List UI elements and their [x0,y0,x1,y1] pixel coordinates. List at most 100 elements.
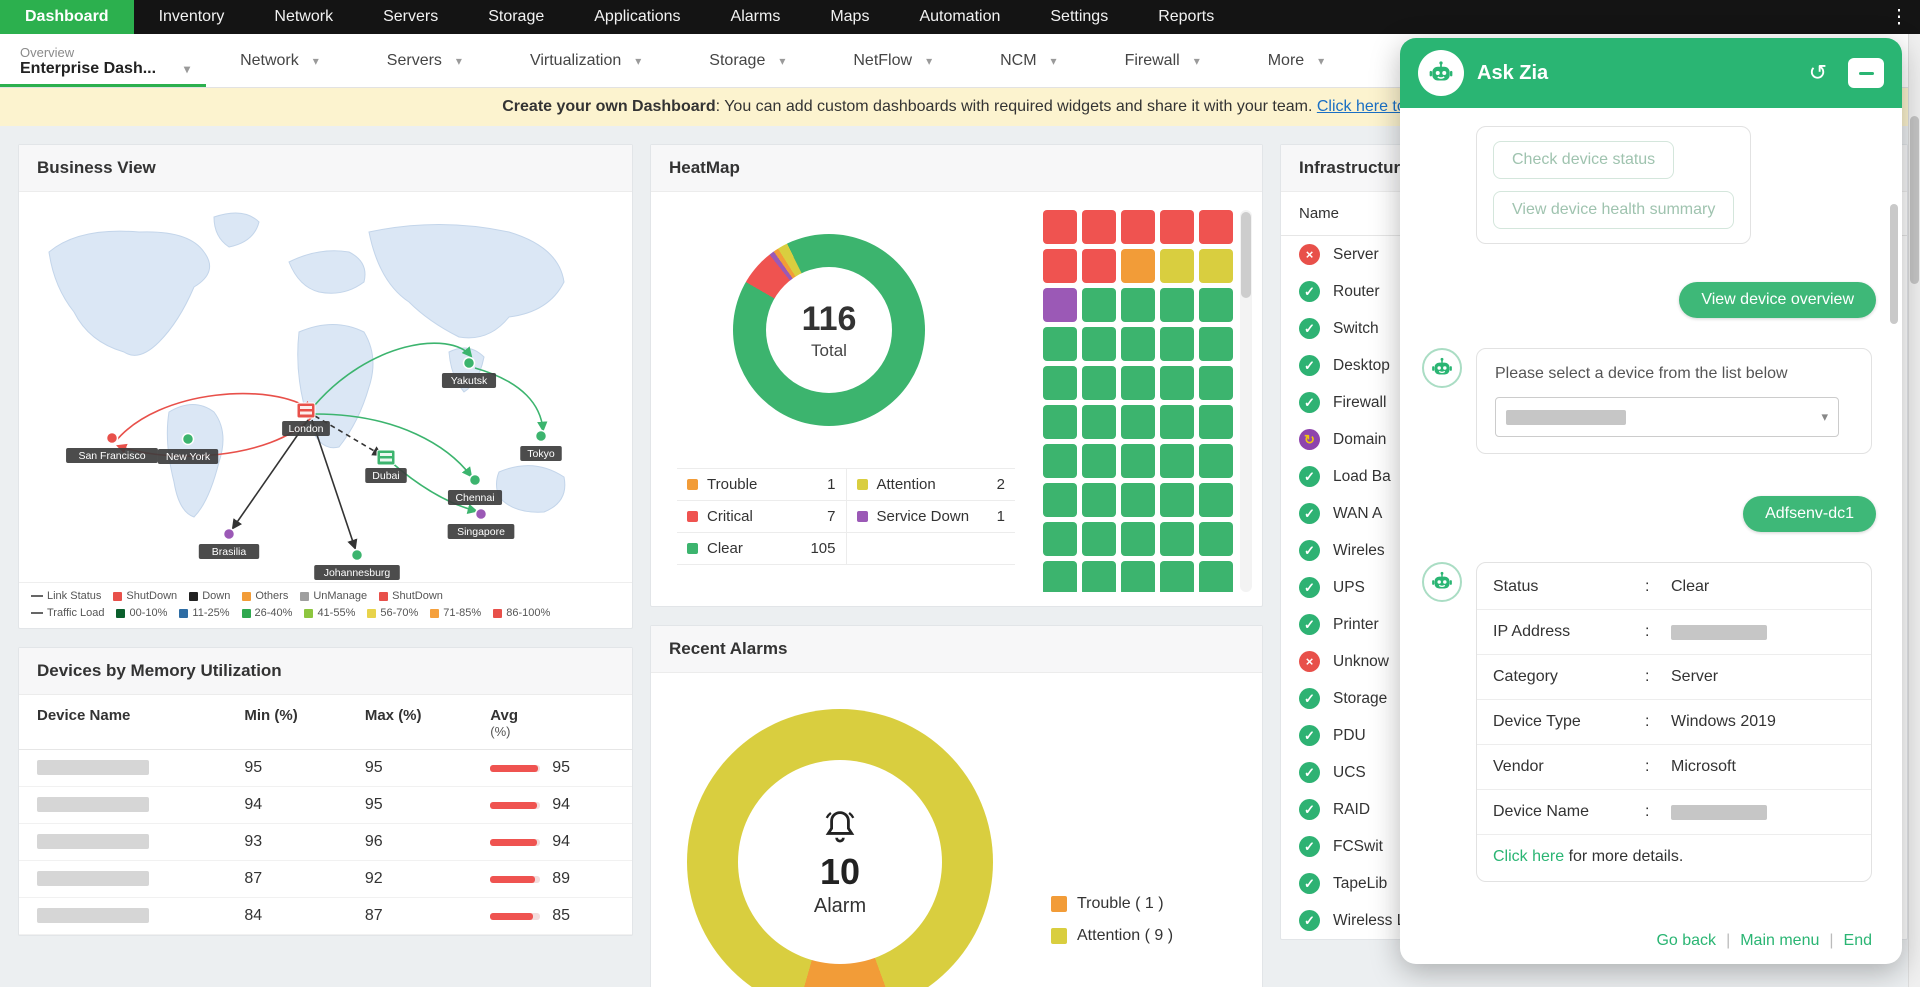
nav-item-dashboard[interactable]: Dashboard [0,0,134,34]
recent-alarms-donut-chart[interactable]: 10 Alarm [687,709,993,987]
map-node-brasilia[interactable]: Brasilia [198,527,260,560]
tab-firewall[interactable]: Firewall ▾ [1124,51,1200,69]
tab-storage[interactable]: Storage ▾ [709,51,786,69]
zia-suggestion-view-device-health-summary[interactable]: View device health summary [1493,191,1735,229]
heatmap-cell-clear[interactable] [1082,405,1116,439]
nav-item-network[interactable]: Network [274,8,334,25]
heatmap-cell-clear[interactable] [1082,288,1116,322]
heatmap-cell-critical[interactable] [1082,210,1116,244]
business-view-map[interactable]: San Francisco New York London Yakutsk Tokyo D… [19,192,630,582]
heatmap-cell-critical[interactable] [1121,210,1155,244]
infra-row-ucs[interactable]: ✓ UCS [1281,754,1907,791]
chevron-down-icon[interactable]: ▾ [184,62,191,76]
memory-row[interactable]: 94 95 94 [19,786,632,824]
heatmap-cell-clear[interactable] [1121,444,1155,478]
tab-enterprise-dashboard[interactable]: Overview Enterprise Dash... ▾ [0,34,207,87]
map-node-dubai[interactable]: Dubai [365,449,407,483]
heatmap-cell-clear[interactable] [1160,561,1194,592]
memory-row[interactable]: 84 87 85 [19,897,632,935]
nav-item-settings[interactable]: Settings [1050,8,1109,25]
map-node-singapore[interactable]: Singapore [447,507,515,540]
nav-item-storage[interactable]: Storage [488,8,545,25]
heatmap-cell-critical[interactable] [1043,249,1077,283]
infra-row-wireles[interactable]: ✓ Wireles [1281,532,1907,569]
minimize-button[interactable] [1848,58,1884,88]
zia-link-go-back[interactable]: Go back [1656,932,1717,949]
heatmap-cell-clear[interactable] [1160,405,1194,439]
heatmap-cell-clear[interactable] [1199,522,1233,556]
heatmap-cell-clear[interactable] [1160,522,1194,556]
map-node-chennai[interactable]: Chennai [447,473,503,506]
heatmap-cell-clear[interactable] [1121,327,1155,361]
heatmap-cell-clear[interactable] [1082,522,1116,556]
infra-row-load-ba[interactable]: ✓ Load Ba [1281,458,1907,495]
heatmap-cell-clear[interactable] [1160,366,1194,400]
heatmap-cell-clear[interactable] [1160,327,1194,361]
heatmap-cell-trouble[interactable] [1121,249,1155,283]
heatmap-cell-clear[interactable] [1043,405,1077,439]
heatmap-cell-clear[interactable] [1043,522,1077,556]
memory-row[interactable]: 93 96 94 [19,823,632,861]
more-details-link[interactable]: Click here [1493,848,1565,865]
heatmap-cell-critical[interactable] [1160,210,1194,244]
heatmap-cell-clear[interactable] [1043,483,1077,517]
heatmap-cell-clear[interactable] [1121,405,1155,439]
heatmap-cell-clear[interactable] [1082,483,1116,517]
nav-item-maps[interactable]: Maps [830,8,870,25]
infra-row-wan-a[interactable]: ✓ WAN A [1281,495,1907,532]
tab-servers[interactable]: Servers ▾ [386,51,462,69]
nav-item-alarms[interactable]: Alarms [730,8,781,25]
infra-row-desktop[interactable]: ✓ Desktop [1281,347,1907,384]
heatmap-cell-clear[interactable] [1043,561,1077,592]
zia-scrollbar-thumb[interactable] [1890,204,1898,324]
infra-row-unknow[interactable]: × Unknow [1281,643,1907,680]
heatmap-cell-clear[interactable] [1082,561,1116,592]
map-node-london[interactable]: London [282,402,330,436]
heatmap-cell-clear[interactable] [1160,444,1194,478]
memory-row[interactable]: 87 92 89 [19,860,632,898]
zia-suggestion-check-device-status[interactable]: Check device status [1493,141,1675,179]
heatmap-cell-clear[interactable] [1082,327,1116,361]
infra-row-ups[interactable]: ✓ UPS [1281,569,1907,606]
nav-item-automation[interactable]: Automation [919,8,1001,25]
page-scrollbar-thumb[interactable] [1910,116,1919,284]
heatmap-cell-attention[interactable] [1199,249,1233,283]
heatmap-cell-clear[interactable] [1121,288,1155,322]
heatmap-cell-clear[interactable] [1199,327,1233,361]
infra-row-fcswit[interactable]: ✓ FCSwit [1281,828,1907,865]
heatmap-cell-clear[interactable] [1199,405,1233,439]
zia-link-end[interactable]: End [1843,932,1872,949]
heatmap-cell-clear[interactable] [1199,366,1233,400]
infra-row-domain[interactable]: ↻ Domain [1281,421,1907,458]
infra-row-firewall[interactable]: ✓ Firewall [1281,384,1907,421]
nav-item-servers[interactable]: Servers [383,8,439,25]
infra-row-pdu[interactable]: ✓ PDU [1281,717,1907,754]
heatmap-scrollbar[interactable] [1240,210,1252,592]
map-node-san-francisco[interactable]: San Francisco [66,431,158,464]
heatmap-cell-critical[interactable] [1199,210,1233,244]
infra-row-tapelib[interactable]: ✓ TapeLib [1281,865,1907,902]
reset-conversation-icon[interactable]: ↺ [1808,60,1827,85]
heatmap-cell-attention[interactable] [1160,249,1194,283]
heatmap-cell-clear[interactable] [1199,561,1233,592]
heatmap-cell-critical[interactable] [1043,210,1077,244]
zia-link-main-menu[interactable]: Main menu [1740,932,1820,949]
nav-item-reports[interactable]: Reports [1158,8,1215,25]
map-node-johannesburg[interactable]: Johannesburg [314,548,400,581]
kebab-menu-icon[interactable]: ⋮ [1889,6,1909,28]
banner-link[interactable]: Click here to [1316,98,1406,115]
heatmap-cell-clear[interactable] [1160,288,1194,322]
map-node-tokyo[interactable]: Tokyo [520,429,562,462]
heatmap-cell-critical[interactable] [1082,249,1116,283]
nav-item-inventory[interactable]: Inventory [158,8,225,25]
heatmap-cell-clear[interactable] [1121,522,1155,556]
heatmap-cell-clear[interactable] [1199,444,1233,478]
tab-virtualization[interactable]: Virtualization ▾ [529,51,642,69]
heatmap-cell-clear[interactable] [1043,366,1077,400]
zia-scrollbar[interactable] [1890,184,1898,954]
device-select-dropdown[interactable]: ▾ [1495,397,1839,437]
infra-row-switch[interactable]: ✓ Switch [1281,310,1907,347]
heatmap-cell-clear[interactable] [1199,288,1233,322]
heatmap-cell-clear[interactable] [1043,444,1077,478]
infra-row-raid[interactable]: ✓ RAID [1281,791,1907,828]
